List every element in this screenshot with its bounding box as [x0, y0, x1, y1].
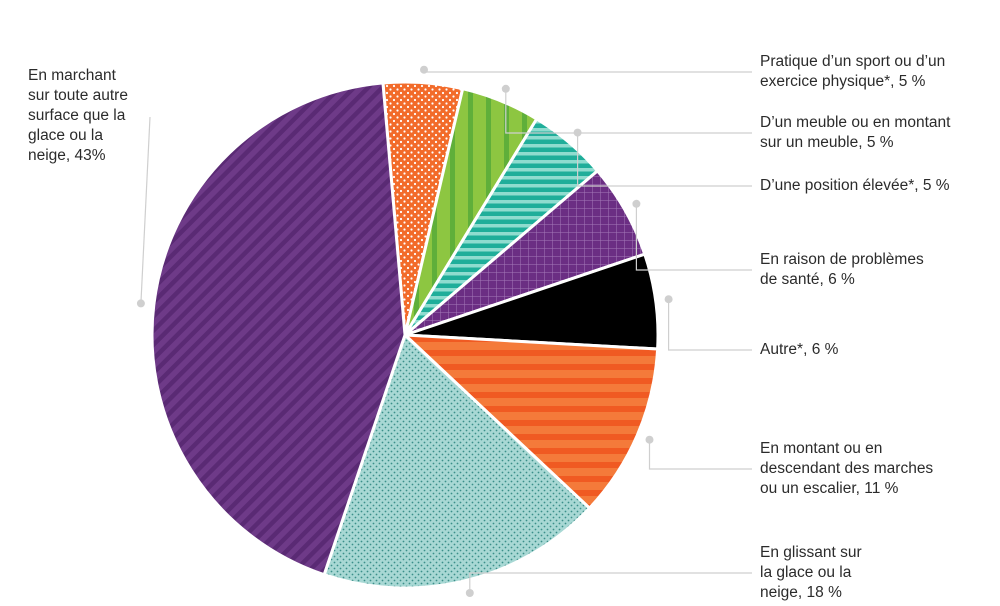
slice-label-line: D’une position élevée*, 5 % [760, 177, 950, 194]
slice-label: Pratique d’un sport ou d’un exercice phys… [760, 52, 945, 92]
slice-label: D’un meuble ou en montant sur un meuble, … [760, 113, 950, 153]
slice-label-line: En glissant sur [760, 544, 862, 561]
leader-line [667, 299, 752, 351]
leader-dot [573, 128, 582, 137]
leader-dot [664, 295, 673, 304]
slice-label-line: neige, 43% [28, 147, 106, 164]
leader-line [423, 69, 752, 73]
slice-label: En glissant sur la glace ou la neige, 18 % [760, 543, 862, 603]
leader-line [648, 439, 752, 470]
leader-dot [420, 65, 428, 74]
slice-label-line: la glace ou la [760, 564, 852, 581]
leader-line [140, 116, 151, 304]
slice-label-line: ou un escalier, 11 % [760, 480, 899, 497]
slice-label-line: Pratique d’un sport ou d’un [760, 53, 946, 70]
slice-label-line: D’un meuble ou en montant [760, 114, 951, 131]
slice-label: En montant ou en descendant des marches ou… [760, 439, 933, 499]
slice-label-line: glace ou la [28, 127, 103, 144]
pie-slice [322, 333, 591, 590]
leader-dot [136, 299, 145, 308]
slice-label-line: En marchant [28, 67, 116, 84]
slice-label-line: Autre*, 6 % [760, 341, 839, 358]
pie-slice [403, 333, 660, 510]
leader-dot [632, 199, 641, 208]
slice-label-line: exercice physique*, 5 % [760, 73, 926, 90]
slice-label: D’une position élevée*, 5 % [760, 176, 950, 196]
leader-line [635, 203, 752, 271]
slice-label-line: de santé, 6 % [760, 271, 855, 288]
slice-label-line: neige, 18 % [760, 584, 842, 601]
leader-line [469, 572, 752, 593]
slice-label-line: sur toute autre [28, 87, 128, 104]
leader-line [576, 132, 752, 187]
slice-label-line: descendant des marches [760, 460, 934, 477]
slice-label: Autre*, 6 % [760, 340, 838, 360]
pie-slice [150, 81, 407, 577]
slice-label-line: En raison de problèmes [760, 251, 924, 268]
slice-label-line: En montant ou en [760, 440, 883, 457]
leader-dot [645, 435, 654, 444]
slice-label-line: sur un meuble, 5 % [760, 134, 894, 151]
slice-label: En marchant sur toute autre surface que la… [28, 66, 128, 166]
leader-dot [465, 589, 474, 597]
leader-line [505, 88, 752, 134]
slice-label: En raison de problèmes de santé, 6 % [760, 250, 924, 290]
leader-dot [501, 84, 510, 93]
slice-label-line: surface que la [28, 107, 126, 124]
